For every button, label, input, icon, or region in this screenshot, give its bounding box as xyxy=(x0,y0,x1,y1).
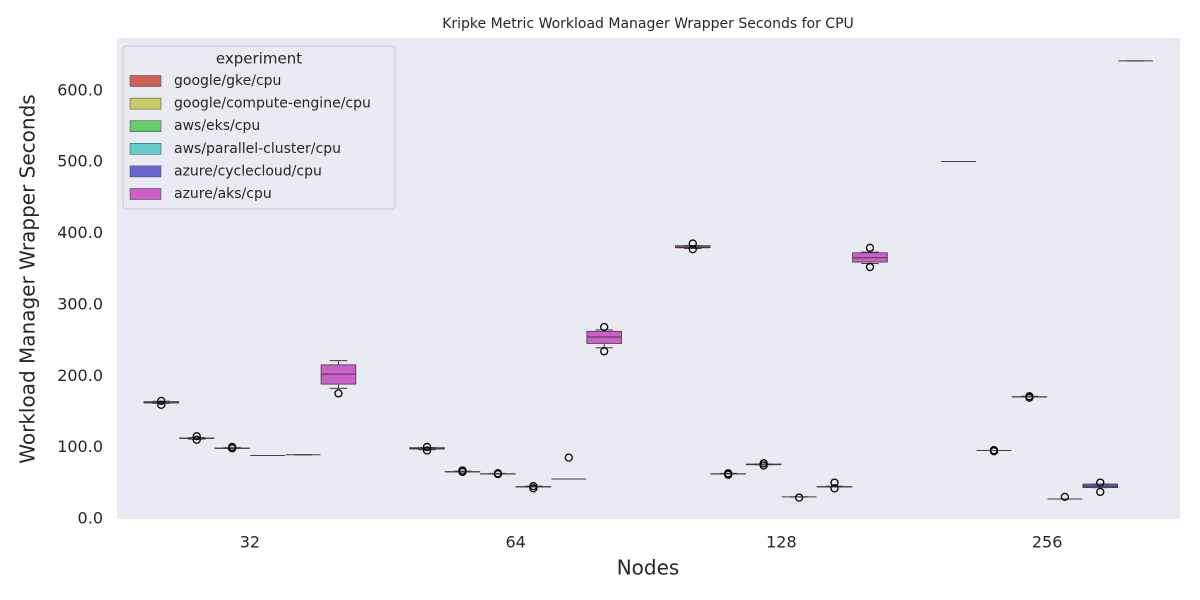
legend-swatch xyxy=(129,120,162,132)
legend-label: aws/parallel-cluster/cpu xyxy=(174,141,341,157)
x-tick-label: 64 xyxy=(505,533,525,552)
outlier xyxy=(1096,478,1105,487)
legend-swatch xyxy=(129,143,162,155)
x-axis-label: Nodes xyxy=(617,556,680,580)
outlier xyxy=(334,389,343,398)
outlier xyxy=(830,478,839,487)
outlier xyxy=(564,453,573,462)
outlier xyxy=(1025,392,1034,401)
legend-box xyxy=(122,45,396,210)
legend-label: azure/cyclecloud/cpu xyxy=(174,163,322,179)
outlier xyxy=(600,322,609,332)
chart-title: Kripke Metric Workload Manager Wrapper S… xyxy=(442,16,854,32)
outlier xyxy=(422,442,432,452)
legend-title: experiment xyxy=(216,50,302,68)
outlier xyxy=(192,435,201,444)
y-tick-label: 0.0 xyxy=(78,509,103,528)
y-tick-label: 400.0 xyxy=(57,223,103,242)
legend-label: azure/aks/cpu xyxy=(174,186,272,202)
outlier xyxy=(724,469,733,478)
outlier xyxy=(688,245,697,254)
legend-swatch xyxy=(129,75,162,87)
outlier xyxy=(1060,492,1069,502)
outlier xyxy=(422,446,432,455)
outlier xyxy=(493,469,503,478)
outlier xyxy=(989,445,999,455)
outlier xyxy=(1096,487,1105,497)
x-tick-label: 256 xyxy=(1032,533,1063,552)
legend-swatch xyxy=(129,97,162,110)
outlier xyxy=(759,459,768,468)
outlier xyxy=(157,400,166,409)
legend-swatch xyxy=(129,165,162,178)
outlier xyxy=(458,466,467,475)
outlier xyxy=(794,493,804,502)
y-tick-label: 100.0 xyxy=(57,437,103,456)
legend-label: aws/eks/cpu xyxy=(174,118,260,134)
x-tick-label: 32 xyxy=(240,533,260,552)
y-axis-label: Workload Manager Wrapper Seconds xyxy=(16,94,40,463)
outlier xyxy=(688,239,697,248)
outlier xyxy=(157,396,166,406)
outlier xyxy=(192,432,201,441)
outlier xyxy=(865,243,875,252)
outlier xyxy=(865,262,875,272)
outlier xyxy=(228,442,237,452)
x-tick-label: 128 xyxy=(766,533,797,552)
legend-swatch xyxy=(129,188,162,200)
y-tick-label: 600.0 xyxy=(57,80,103,99)
y-tick-label: 300.0 xyxy=(57,294,103,313)
outlier xyxy=(529,482,538,491)
outlier xyxy=(830,484,839,493)
outlier xyxy=(600,347,609,356)
legend-label: google/gke/cpu xyxy=(174,73,281,89)
legend-label: google/compute-engine/cpu xyxy=(174,96,371,112)
y-tick-label: 500.0 xyxy=(57,152,103,171)
y-tick-label: 200.0 xyxy=(57,366,103,385)
